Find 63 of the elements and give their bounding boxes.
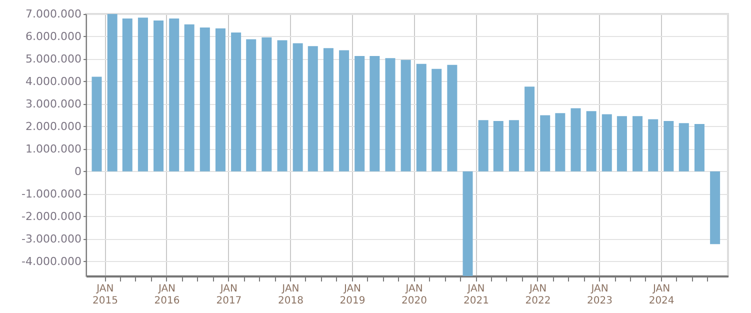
bar xyxy=(262,37,272,172)
x-tick-label: JAN 2019 xyxy=(340,284,366,306)
x-tick-label: JAN 2018 xyxy=(278,284,304,306)
bar xyxy=(292,43,303,172)
bar xyxy=(308,46,318,172)
bar xyxy=(570,108,581,172)
bar xyxy=(432,68,442,172)
y-tick-label: -2.000.000 xyxy=(22,210,82,223)
x-tick-label: JAN 2020 xyxy=(402,284,427,306)
bar xyxy=(632,116,643,172)
x-tick-label: JAN 2017 xyxy=(216,284,242,306)
bar xyxy=(231,32,242,172)
bar xyxy=(678,123,689,172)
bar xyxy=(92,76,102,172)
y-tick-label: 3.000.000 xyxy=(26,97,82,110)
bar xyxy=(200,27,210,172)
bar xyxy=(493,121,504,172)
bar xyxy=(400,60,411,172)
bar xyxy=(710,171,720,244)
bar xyxy=(215,28,226,172)
y-tick-label: -1.000.000 xyxy=(22,187,82,200)
bar xyxy=(370,56,380,172)
y-tick-label: 0 xyxy=(74,164,82,178)
bar xyxy=(586,111,596,172)
x-tick-label: JAN 2016 xyxy=(154,284,180,306)
bar xyxy=(184,24,194,172)
x-tick-label: JAN 2015 xyxy=(92,284,118,306)
bar xyxy=(339,50,350,172)
y-tick-label: 7.000.000 xyxy=(26,8,82,20)
bar xyxy=(447,64,458,172)
y-tick-label: 2.000.000 xyxy=(26,120,82,133)
bar xyxy=(354,56,365,172)
bar xyxy=(323,48,334,172)
bar xyxy=(555,113,566,172)
x-tick-label: JAN 2021 xyxy=(463,284,489,306)
bar xyxy=(664,121,674,172)
y-tick-label: -3.000.000 xyxy=(22,232,82,246)
bar xyxy=(385,58,396,172)
bar xyxy=(648,119,658,172)
y-tick-label: 4.000.000 xyxy=(26,74,82,88)
y-tick-label: -4.000.000 xyxy=(22,254,82,268)
y-tick-label: 6.000.000 xyxy=(26,30,82,43)
bar xyxy=(169,18,180,172)
bar xyxy=(694,124,704,172)
bar xyxy=(616,116,627,172)
bar xyxy=(122,18,132,172)
bar xyxy=(478,120,488,172)
bar xyxy=(154,20,164,172)
x-tick-label: JAN 2022 xyxy=(525,284,551,306)
bar xyxy=(416,64,426,172)
bar xyxy=(462,171,473,276)
x-tick-label: JAN 2024 xyxy=(648,284,674,306)
bar xyxy=(138,18,148,172)
bar xyxy=(602,114,612,172)
bar xyxy=(540,115,550,172)
bar xyxy=(277,40,288,172)
bar xyxy=(524,86,535,172)
y-tick-label: 5.000.000 xyxy=(26,52,82,66)
x-tick-label: JAN 2023 xyxy=(587,284,612,306)
bar xyxy=(246,39,256,172)
bar xyxy=(107,14,118,172)
y-tick-label: 1.000.000 xyxy=(26,142,82,156)
bar xyxy=(508,120,519,172)
